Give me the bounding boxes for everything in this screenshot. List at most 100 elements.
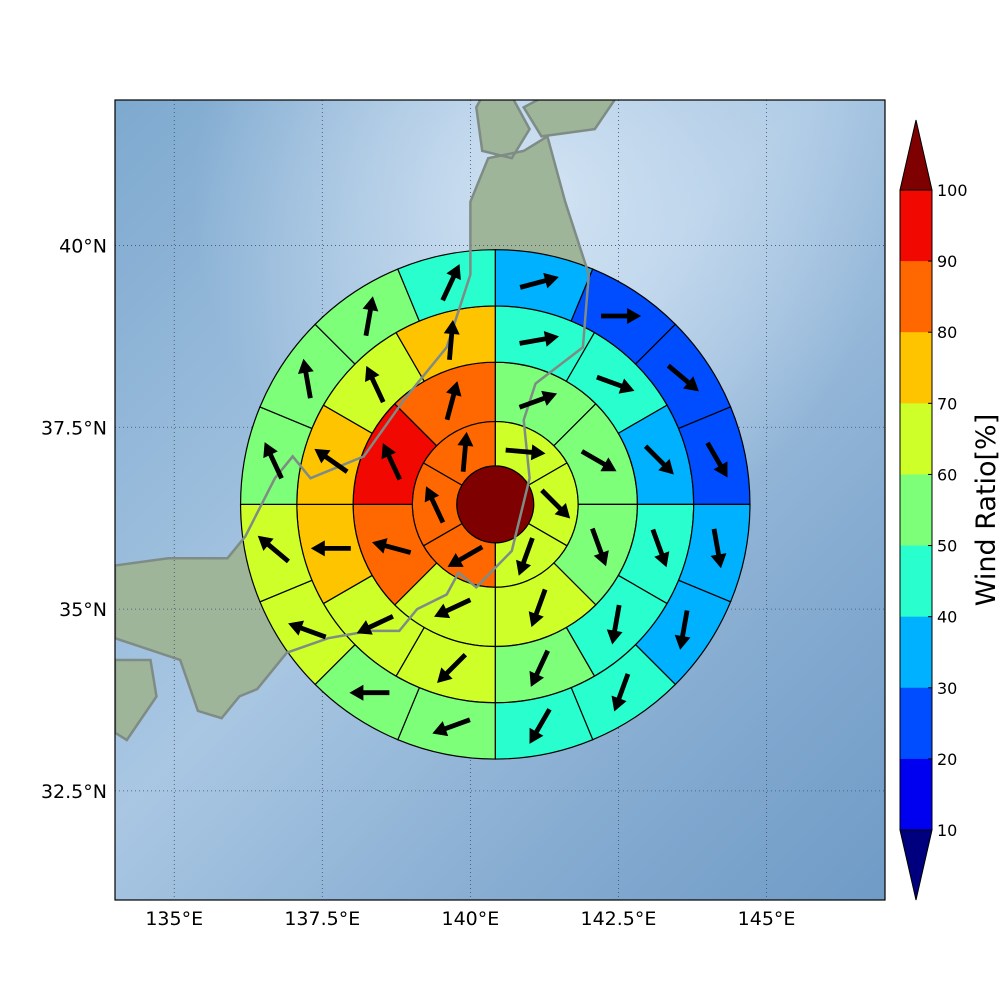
wind-arrow (0, 0, 8, 20)
wind-arrow (365, 365, 386, 404)
longitude-tick-label: 140°E (441, 908, 499, 930)
wind-arrow-shape (529, 708, 552, 744)
wind-arrow-shape (0, 0, 8, 20)
wind-arrow (0, 0, 8, 20)
wind-arrow-shape (611, 673, 631, 712)
wind-arrow-shape (356, 614, 394, 635)
colorbar-swatch (900, 403, 932, 475)
wind-arrow-shape (580, 449, 617, 472)
wind-arrow-shape (0, 0, 8, 20)
wind-arrow-shape (297, 358, 314, 399)
colorbar-tick-label: 90 (937, 252, 957, 271)
coastline (521, 100, 617, 138)
wind-arrow (0, 0, 8, 20)
wind-arrow (0, 0, 8, 20)
wind-arrow (518, 390, 558, 410)
colorbar: 100 90 80 70 60 50 40 30 20 10 (899, 119, 968, 901)
colorbar-tick-label: 10 (937, 821, 957, 840)
wind-arrow (457, 431, 474, 472)
wind-arrow-shape (440, 264, 461, 302)
wind-direction-arrows (0, 0, 728, 744)
wind-arrow (381, 443, 402, 481)
wind-arrow (443, 319, 460, 361)
wind-arrow (297, 358, 314, 399)
wind-arrow-shape (362, 296, 379, 337)
wind-arrow-shape (0, 0, 8, 20)
wind-arrow-shape (434, 597, 472, 619)
wind-arrow-shape (263, 442, 284, 480)
wind-arrow-shape (540, 488, 571, 519)
wind-arrow (0, 0, 8, 20)
wind-arrow-shape (674, 610, 691, 650)
wind-arrow (606, 604, 623, 645)
wind-arrow-shape (0, 0, 8, 20)
wind-arrow (519, 330, 559, 347)
wind-arrow-shape (365, 365, 386, 404)
wind-arrow-shape (349, 684, 390, 701)
wind-arrow-shape (596, 374, 635, 394)
latitude-ticks: 32.5°N 35°N 37.5°N 40°N (41, 235, 107, 802)
colorbar-extend-max (899, 119, 933, 191)
colorbar-swatch (900, 332, 932, 404)
wind-arrow (434, 597, 472, 619)
wind-arrow (447, 544, 484, 567)
wind-arrow (0, 0, 8, 20)
wind-arrow (0, 0, 8, 20)
colorbar-tick-label: 20 (937, 750, 957, 769)
longitude-tick-label: 142.5°E (581, 908, 657, 930)
wind-arrow-shape (666, 363, 699, 392)
wind-arrow-shape (0, 0, 8, 20)
colorbar-swatch (900, 687, 932, 760)
wind-arrow-shape (0, 0, 8, 20)
wind-arrow (611, 673, 631, 712)
colorbar-swatch (900, 758, 932, 831)
land-polygon (523, 100, 615, 137)
latitude-tick-label: 32.5°N (41, 781, 107, 803)
wind-arrow (0, 0, 8, 20)
latitude-tick-label: 40°N (59, 235, 107, 257)
wind-arrow-shape (314, 448, 349, 474)
wind-arrow (0, 0, 8, 20)
longitude-tick-label: 137.5°E (284, 908, 360, 930)
colorbar-outline (899, 189, 933, 831)
coastline (115, 658, 158, 742)
wind-arrow (596, 374, 635, 394)
wind-arrow (349, 684, 390, 701)
wind-arrow (528, 588, 548, 628)
colorbar-tick-label: 40 (937, 608, 957, 627)
colorbar-label: Wind Ratio[%] (971, 414, 1000, 606)
longitude-tick-label: 135°E (145, 908, 203, 930)
wind-arrow-shape (0, 0, 8, 20)
wind-arrow (288, 620, 327, 640)
wind-arrow (0, 0, 8, 20)
wind-arrow-shape (0, 0, 8, 20)
wind-arrow-shape (516, 537, 535, 576)
wind-arrow (0, 0, 8, 20)
wind-arrow-shape (371, 538, 412, 555)
wind-arrow (0, 0, 8, 20)
wind-arrow-shape (443, 319, 460, 361)
longitude-ticks: 135°E 137.5°E 140°E 142.5°E 145°E (145, 908, 795, 930)
wind-arrow (424, 486, 446, 524)
wind-arrow (310, 540, 351, 557)
wind-arrow (0, 0, 8, 20)
wind-arrow (505, 444, 546, 461)
wind-arrow (519, 272, 559, 290)
wind-arrow-shape (705, 441, 728, 478)
wind-arrow-shape (606, 604, 623, 645)
colorbar-tick-label: 100 (937, 181, 968, 200)
land-polygon (115, 660, 157, 740)
wind-arrow-shape (529, 649, 550, 687)
wind-arrow (437, 652, 468, 683)
wind-arrow-shape (0, 0, 8, 20)
land-polygon (476, 100, 530, 159)
wind-arrow-shape (519, 272, 559, 290)
wind-arrow (440, 264, 461, 302)
wind-arrow-shape (710, 528, 727, 569)
wind-arrow (705, 441, 728, 478)
wind-arrow-shape (0, 0, 8, 20)
latitude-tick-label: 35°N (59, 599, 107, 621)
wind-arrow (0, 0, 8, 20)
wind-arrow (0, 0, 8, 20)
wind-arrow-shape (528, 588, 548, 628)
